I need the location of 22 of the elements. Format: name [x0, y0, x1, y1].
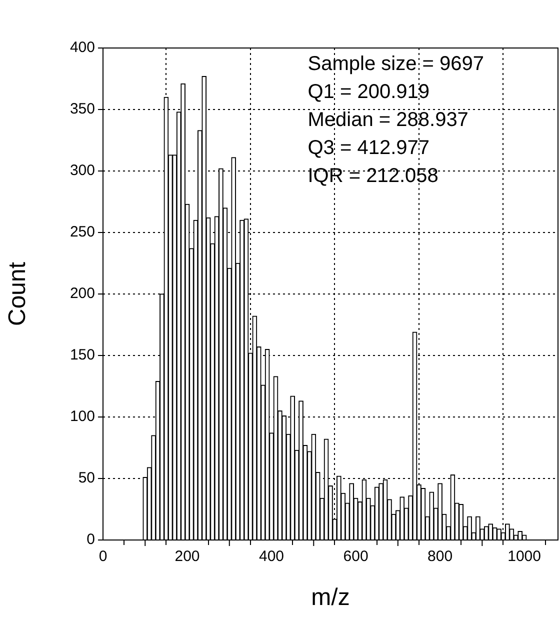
- y-tick-label: 400: [70, 39, 95, 56]
- x-tick-label: 1000: [508, 548, 541, 566]
- x-tick-label: 400: [259, 548, 284, 566]
- x-tick-label: 800: [428, 548, 453, 566]
- annotation: Sample size = 9697: [308, 53, 484, 75]
- x-tick-label: 200: [174, 548, 200, 566]
- y-tick-label: 150: [70, 346, 95, 364]
- y-tick-label: 300: [70, 162, 95, 180]
- annotation: Median = 288.937: [308, 109, 468, 131]
- y-tick-label: 0: [86, 531, 95, 548]
- y-tick-label: 50: [78, 470, 95, 487]
- annotation: Q3 = 412.977: [308, 137, 430, 159]
- annotation: IQR = 212.058: [308, 165, 438, 187]
- y-axis-title: Count: [4, 262, 32, 326]
- y-tick-label: 250: [70, 224, 95, 241]
- x-tick-label: 600: [343, 548, 368, 566]
- y-tick-label: 100: [70, 408, 95, 426]
- y-tick-label: 200: [70, 285, 95, 302]
- x-tick-label: 0: [98, 548, 108, 566]
- annotation: Q1 = 200.919: [308, 81, 430, 103]
- x-axis-title: m/z: [311, 584, 350, 612]
- y-tick-label: 350: [70, 100, 95, 118]
